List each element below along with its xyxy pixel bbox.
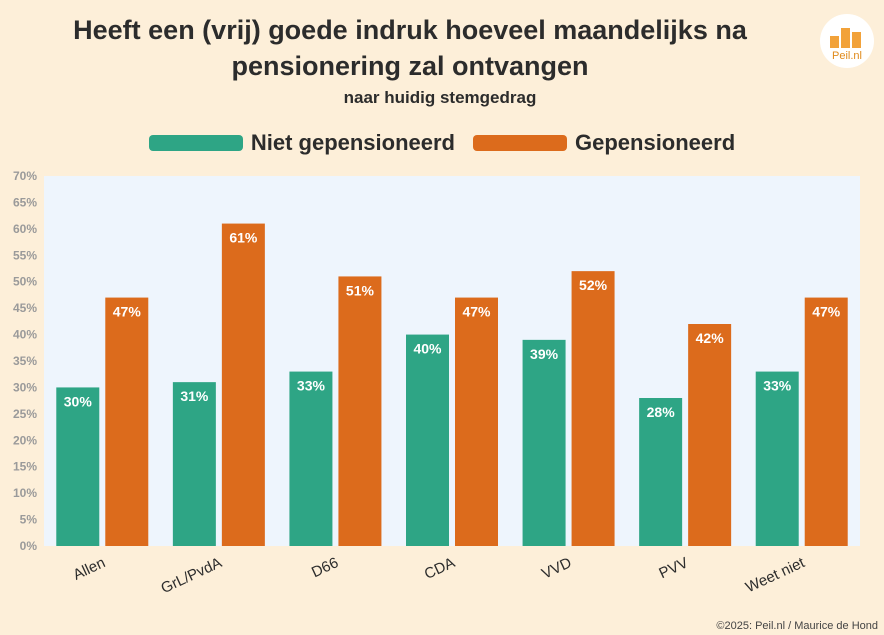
bar-value-label: 47% — [462, 304, 491, 320]
bar-value-label: 47% — [812, 304, 841, 320]
bar-gepensioneerd — [105, 297, 149, 546]
y-tick-label: 20% — [13, 433, 37, 447]
y-tick-label: 35% — [13, 354, 37, 368]
y-tick-label: 10% — [13, 486, 37, 500]
x-category-label: VVD — [539, 554, 574, 583]
y-tick-label: 45% — [13, 301, 37, 315]
y-tick-label: 15% — [13, 460, 37, 474]
logo-text: Peil.nl — [832, 50, 862, 62]
bar-value-label: 39% — [530, 346, 559, 362]
legend-item-gepensioneerd: Gepensioneerd — [473, 130, 735, 156]
bar-niet-gepensioneerd — [406, 334, 449, 546]
y-tick-label: 60% — [13, 222, 37, 236]
title-line-1: Heeft een (vrij) goede indruk hoeveel ma… — [73, 15, 747, 45]
y-tick-label: 70% — [13, 169, 37, 183]
bar-gepensioneerd — [221, 223, 265, 547]
y-tick-label: 40% — [13, 328, 37, 342]
logo-bars-icon: Peil.nl — [830, 28, 862, 62]
legend-label-series1: Niet gepensioneerd — [250, 130, 455, 155]
bar-gepensioneerd — [338, 276, 382, 546]
legend-swatch-series2 — [473, 135, 567, 151]
plot-area — [44, 176, 860, 546]
bar-value-label: 33% — [763, 378, 792, 394]
peil-logo: Peil.nl — [820, 14, 874, 68]
x-category-label: PVV — [656, 554, 690, 582]
y-tick-label: 5% — [20, 513, 38, 527]
bar-niet-gepensioneerd — [172, 382, 216, 546]
x-category-label: GrL/PvdA — [158, 554, 224, 597]
y-tick-label: 65% — [13, 195, 37, 209]
copyright-text: ©2025: Peil.nl / Maurice de Hond — [716, 620, 878, 632]
y-tick-label: 55% — [13, 248, 37, 262]
bar-gepensioneerd — [804, 297, 848, 546]
y-tick-label: 50% — [13, 275, 37, 289]
y-tick-label: 30% — [13, 380, 37, 394]
legend-item-niet-gepensioneerd: Niet gepensioneerd — [148, 130, 455, 156]
bar-niet-gepensioneerd — [56, 387, 100, 546]
bar-gepensioneerd — [688, 324, 732, 546]
bar-value-label: 47% — [113, 304, 142, 320]
bar-value-label: 51% — [346, 282, 375, 298]
legend: Niet gepensioneerd Gepensioneerd — [0, 130, 884, 156]
bar-value-label: 52% — [579, 277, 608, 293]
bar-value-label: 30% — [64, 393, 93, 409]
legend-label-series2: Gepensioneerd — [575, 130, 736, 155]
bar-value-label: 42% — [696, 330, 725, 346]
bar-value-label: 33% — [297, 378, 326, 394]
title-line-2: pensionering zal ontvangen — [231, 51, 589, 81]
bar-niet-gepensioneerd — [639, 398, 683, 546]
y-tick-label: 0% — [20, 539, 38, 553]
bar-niet-gepensioneerd — [522, 339, 566, 546]
bar-gepensioneerd — [455, 297, 498, 546]
bar-niet-gepensioneerd — [755, 371, 799, 546]
bar-value-label: 28% — [647, 404, 676, 420]
chart-title: Heeft een (vrij) goede indruk hoeveel ma… — [20, 12, 800, 84]
legend-swatch-series1 — [148, 135, 243, 151]
x-category-label: CDA — [422, 554, 458, 583]
bar-value-label: 31% — [180, 388, 209, 404]
y-tick-label: 25% — [13, 407, 37, 421]
x-category-label: Allen — [71, 554, 108, 584]
bar-value-label: 61% — [229, 230, 258, 246]
x-category-label: D66 — [309, 554, 341, 581]
bar-value-label: 40% — [413, 341, 442, 357]
bar-gepensioneerd — [571, 271, 615, 546]
chart-subtitle: naar huidig stemgedrag — [343, 88, 537, 107]
x-category-label: Weet niet — [743, 554, 808, 596]
bar-niet-gepensioneerd — [289, 371, 333, 546]
